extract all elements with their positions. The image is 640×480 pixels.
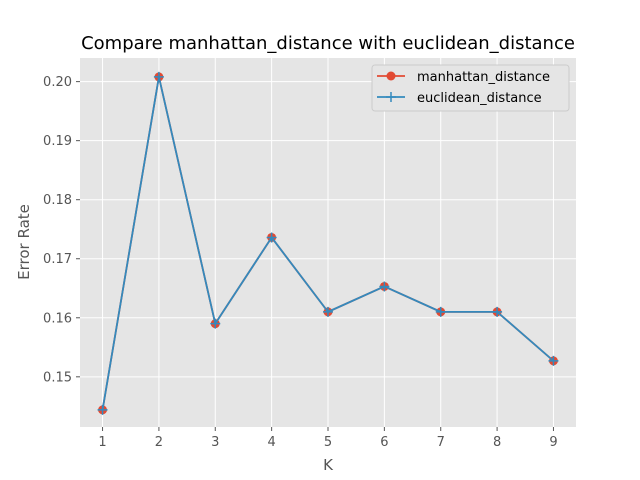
x-axis-label: K <box>323 456 334 474</box>
data-point-euclidean_distance <box>97 404 108 415</box>
y-tick-label: 0.18 <box>43 193 72 208</box>
y-axis-ticks: 0.15 0.16 0.17 0.18 0.19 0.20 <box>43 75 80 385</box>
y-tick-label: 0.20 <box>43 75 72 90</box>
x-tick-label: 1 <box>98 435 106 450</box>
data-point-euclidean_distance <box>323 306 333 317</box>
x-tick-label: 2 <box>155 435 163 450</box>
legend-manhattan-marker <box>386 71 396 81</box>
data-point-euclidean_distance <box>210 318 221 329</box>
legend: manhattan_distance euclidean_distance <box>371 64 570 112</box>
y-tick-label: 0.15 <box>43 370 72 385</box>
legend-box <box>371 64 570 112</box>
grid-lines <box>80 58 576 427</box>
legend-euclidean-marker <box>386 92 396 102</box>
data-point-euclidean_distance <box>435 306 446 317</box>
data-point-euclidean_distance <box>492 306 503 317</box>
y-tick-label: 0.17 <box>43 252 72 267</box>
x-tick-label: 8 <box>493 435 501 450</box>
chart-title: Compare manhattan_distance with euclidea… <box>81 33 575 54</box>
series-layer <box>97 71 559 415</box>
y-tick-label: 0.16 <box>43 311 72 326</box>
x-tick-label: 9 <box>549 435 557 450</box>
data-point-euclidean_distance <box>548 355 559 366</box>
x-tick-label: 5 <box>324 435 332 450</box>
x-tick-label: 3 <box>211 435 219 450</box>
x-axis-ticks: 1 2 3 4 5 6 7 8 9 <box>98 427 558 450</box>
y-axis-label: Error Rate <box>15 204 33 280</box>
data-point-euclidean_distance <box>153 71 164 82</box>
y-tick-label: 0.19 <box>43 134 72 149</box>
legend-euclidean-label: euclidean_distance <box>417 91 542 106</box>
data-point-euclidean_distance <box>266 232 277 243</box>
x-tick-label: 7 <box>437 435 445 450</box>
x-tick-label: 4 <box>267 435 275 450</box>
x-tick-label: 6 <box>380 435 388 450</box>
data-point-euclidean_distance <box>379 281 390 292</box>
legend-manhattan-label: manhattan_distance <box>417 70 550 85</box>
